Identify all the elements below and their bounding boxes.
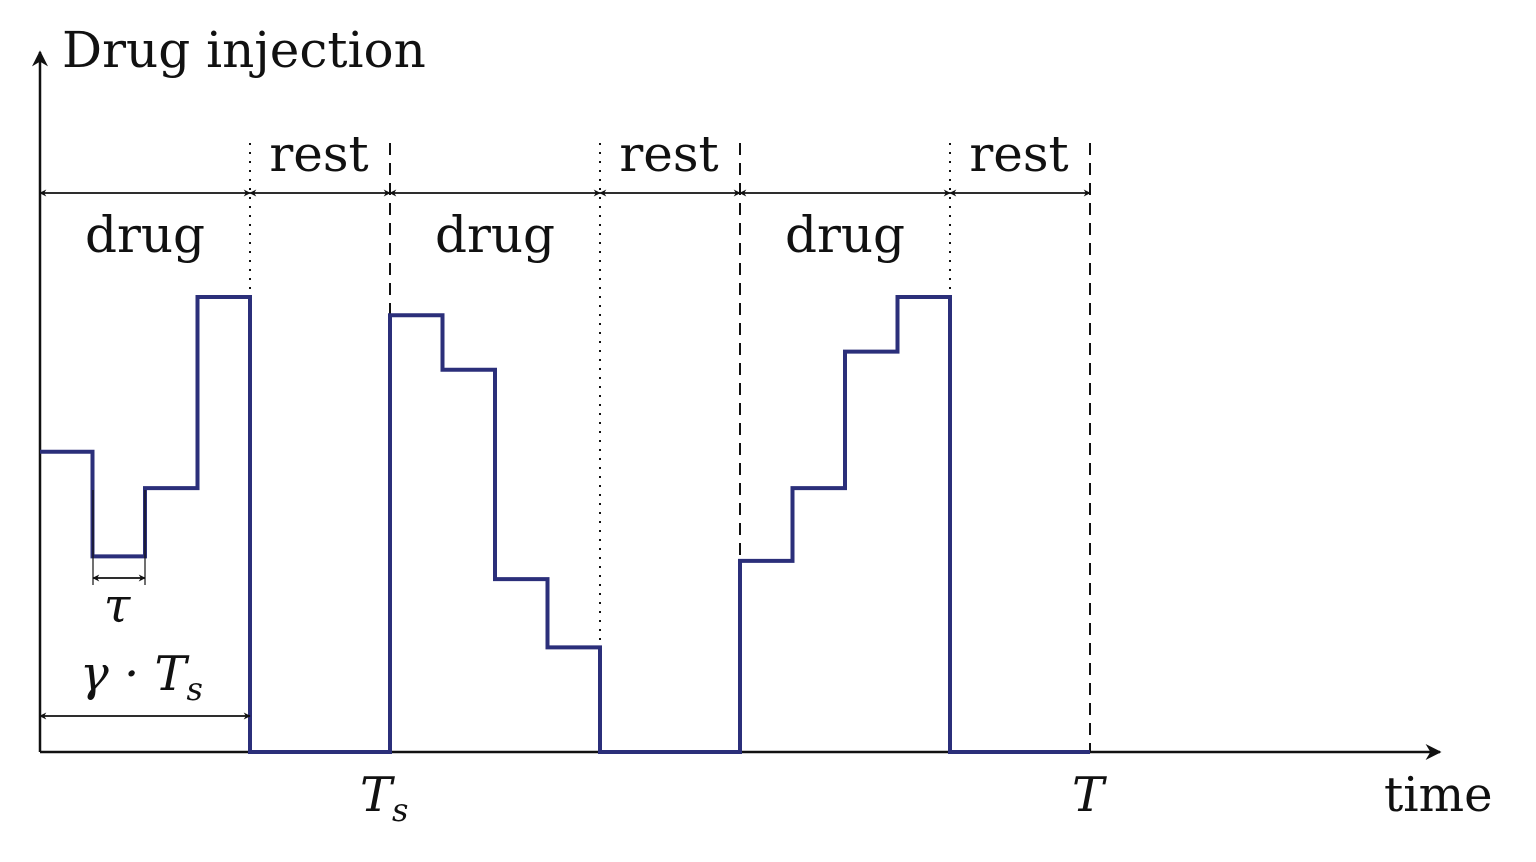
phase-label-rest-2: rest (619, 125, 718, 183)
phase-label-rest-3: rest (969, 125, 1068, 183)
tick-label-ts: Ts (360, 767, 408, 829)
phase-label-rest-1: rest (269, 125, 368, 183)
phase-label-drug-2: drug (435, 206, 555, 264)
tick-label-t: T (1072, 767, 1107, 823)
injection-signal (40, 295, 1090, 754)
y-axis-title: Drug injection (62, 21, 426, 79)
gamma-ts-label: γ · Ts (80, 646, 203, 708)
phase-label-drug-1: drug (85, 206, 205, 264)
tau-label: τ (104, 578, 132, 634)
phase-label-drug-3: drug (785, 206, 905, 264)
x-axis-label: time (1384, 767, 1493, 823)
